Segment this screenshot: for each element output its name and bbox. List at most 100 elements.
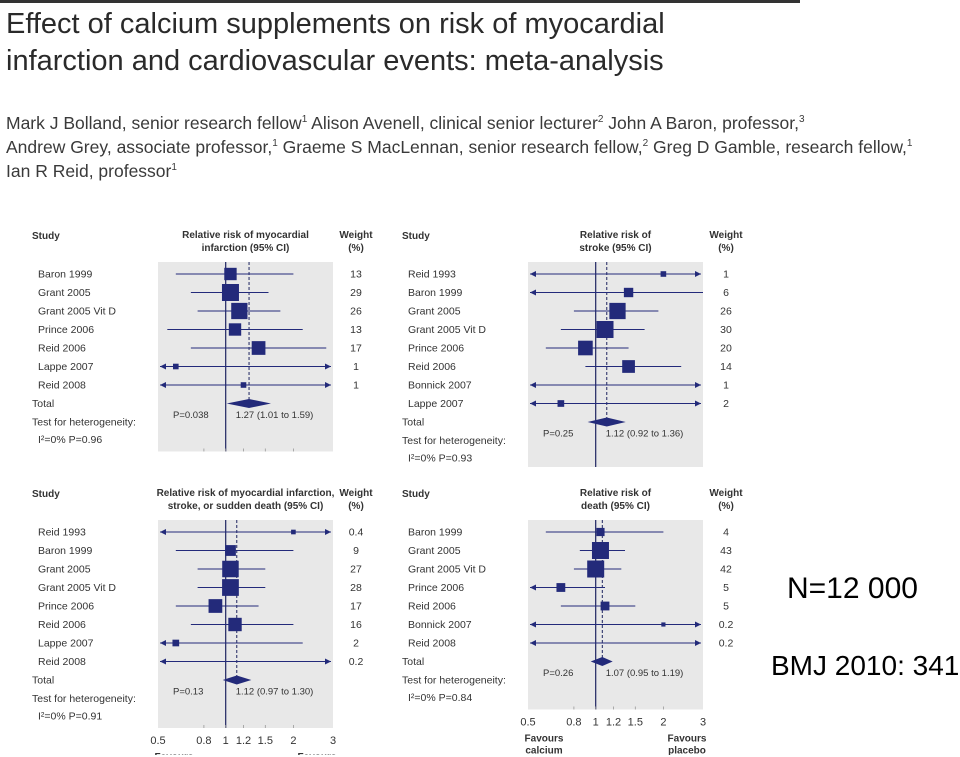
study-name: Prince 2006 — [408, 582, 464, 594]
p-value-effect: P=0.13 — [173, 687, 203, 698]
author-role-part: research fellow — [785, 137, 903, 157]
favours-right-label: placebo — [668, 746, 706, 756]
author-affiliation: 1 — [272, 138, 278, 149]
ci-arrow-left — [530, 289, 536, 296]
weight-header: Weight — [339, 488, 373, 499]
author-role: professor — [722, 113, 795, 133]
ci-arrow-left — [530, 621, 536, 628]
study-weight: 1 — [353, 380, 359, 392]
study-weight: 16 — [350, 619, 362, 631]
ci-arrow-right — [325, 529, 331, 535]
point-estimate — [228, 323, 242, 336]
plot-title-line: infarction (95% CI) — [202, 243, 290, 254]
study-weight: 9 — [353, 545, 359, 557]
total-label: Total — [32, 675, 54, 687]
x-tick-label: 0.8 — [196, 735, 211, 747]
point-estimate — [622, 360, 635, 373]
author-affiliation: 1 — [301, 114, 308, 125]
ci-arrow-left — [530, 584, 536, 591]
plot-title-line: Relative risk of — [580, 230, 652, 241]
study-weight: 29 — [350, 287, 362, 299]
x-tick-label: 1.2 — [606, 717, 621, 729]
x-tick-label: 1.5 — [258, 735, 273, 747]
forest-plot-composite: Study Relative risk of myocardial infarct… — [32, 488, 373, 755]
point-estimate — [172, 639, 180, 647]
plot-title-line: Relative risk of — [580, 488, 652, 499]
study-name: Grant 2005 Vit D — [38, 582, 116, 594]
favours-right-label: Favours — [298, 752, 337, 755]
x-tick-label: 3 — [700, 717, 706, 729]
ci-arrow-left — [530, 640, 536, 646]
author-name: John A Baron — [608, 113, 713, 133]
favours-left-label: calcium — [525, 746, 562, 756]
study-weight: 20 — [720, 343, 732, 355]
point-estimate — [596, 321, 614, 338]
study-weight: 2 — [353, 638, 359, 650]
study-name: Grant 2005 — [38, 287, 91, 299]
point-estimate — [661, 622, 666, 627]
study-name: Grant 2005 — [408, 306, 461, 318]
study-name: Prince 2006 — [408, 343, 464, 355]
study-weight: 0.2 — [349, 656, 364, 668]
sample-size-note: N=12 000 — [787, 572, 918, 605]
point-estimate — [660, 271, 667, 277]
p-value-effect: P=0.26 — [543, 668, 573, 679]
heterogeneity-label: Test for heterogeneity: — [32, 417, 136, 429]
ci-arrow-left — [160, 363, 166, 370]
pooled-ci-text: 1.07 (0.95 to 1.19) — [606, 668, 684, 679]
study-weight: 2 — [723, 398, 729, 410]
point-estimate — [222, 579, 239, 596]
point-estimate — [221, 284, 239, 301]
total-label: Total — [402, 417, 424, 429]
pooled-diamond — [226, 399, 271, 408]
point-estimate — [623, 287, 634, 298]
author-role: senior research fellow — [468, 137, 638, 157]
author-affiliation: 2 — [597, 114, 604, 125]
x-tick-label: 1.2 — [236, 735, 251, 747]
author-line: Mark J Bolland, senior research fellow1 … — [6, 113, 805, 133]
study-weight: 30 — [720, 324, 732, 336]
point-estimate — [224, 267, 237, 281]
study-name: Grant 2005 Vit D — [408, 324, 486, 336]
plot-title-line: stroke, or sudden death (95% CI) — [168, 501, 324, 512]
study-name: Reid 2006 — [38, 619, 86, 631]
study-weight: 4 — [723, 527, 729, 539]
author-affiliation: 2 — [642, 138, 649, 149]
study-name: Reid 1993 — [408, 269, 456, 281]
x-tick-label: 3 — [330, 735, 336, 747]
point-estimate — [591, 542, 609, 559]
study-name: Grant 2005 — [38, 564, 91, 576]
study-weight: 13 — [350, 269, 362, 281]
favours-right-label: Favours — [668, 734, 707, 745]
study-weight: 13 — [350, 324, 362, 336]
ci-arrow-left — [530, 400, 536, 407]
x-tick-label: 0.5 — [520, 717, 535, 729]
study-weight: 1 — [723, 269, 729, 281]
plot-title-line: death (95% CI) — [581, 501, 650, 512]
study-weight: 5 — [723, 582, 729, 594]
ci-arrow-right — [695, 640, 701, 646]
weight-header: Weight — [709, 488, 743, 499]
study-name: Reid 2008 — [38, 656, 86, 668]
author-role: professor — [98, 161, 172, 181]
x-tick-label: 1 — [593, 717, 599, 729]
study-weight: 0.4 — [349, 527, 364, 539]
x-tick-label: 0.5 — [150, 735, 165, 747]
author-name: Mark J Bolland — [6, 113, 122, 133]
title-rule — [0, 0, 800, 3]
point-estimate — [578, 340, 593, 356]
favours-left-label: Favours — [525, 734, 564, 745]
pooled-ci-text: 1.27 (1.01 to 1.59) — [236, 410, 314, 421]
study-name: Lappe 2007 — [38, 361, 94, 373]
weight-header-unit: (%) — [348, 243, 364, 254]
study-weight: 42 — [720, 564, 732, 576]
study-weight: 6 — [723, 287, 729, 299]
forest-plot-stroke: Study Relative risk of stroke (95% CI) Weig… — [402, 230, 743, 467]
ci-arrow-left — [530, 382, 536, 388]
ci-arrow-left — [530, 271, 536, 277]
p-value-effect: P=0.038 — [173, 410, 209, 421]
ci-arrow-right — [695, 382, 701, 388]
ci-arrow-right — [325, 382, 331, 388]
author-role: senior research fellow — [131, 113, 302, 133]
study-header: Study — [402, 489, 430, 500]
